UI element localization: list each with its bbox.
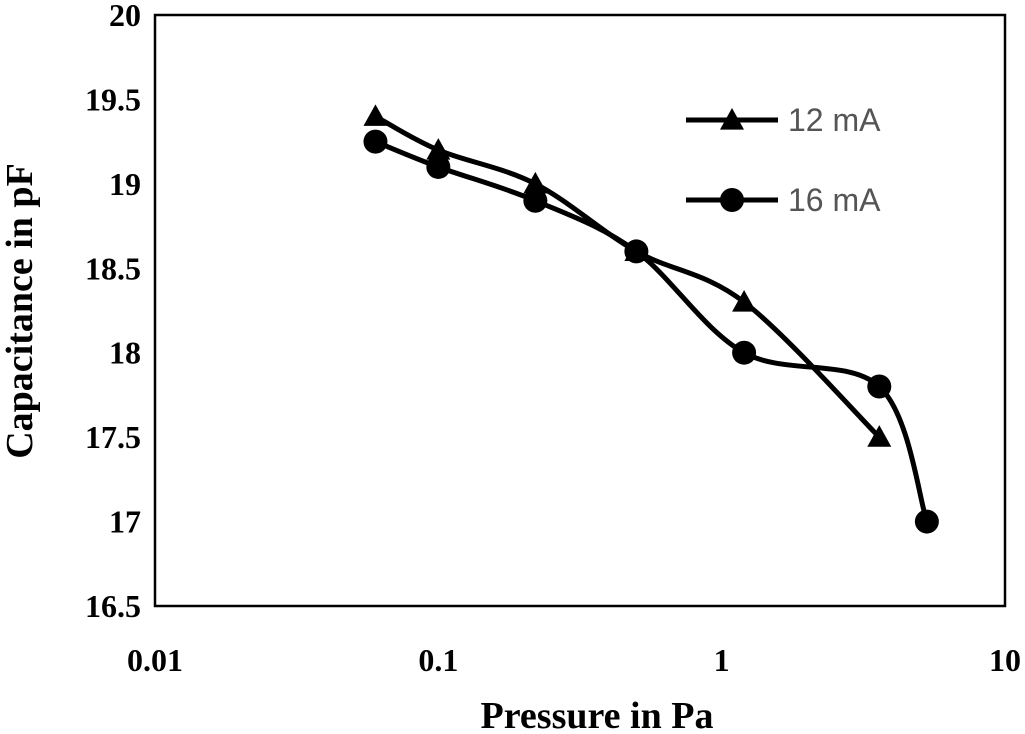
y-axis-ticks: 16.5 17 17.5 18 18.5 19 19.5 20	[85, 0, 141, 624]
x-axis-title: Pressure in Pa	[481, 695, 714, 734]
x-tick-label: 0.01	[127, 642, 183, 678]
y-tick-label: 17	[109, 504, 141, 540]
triangle-marker	[523, 171, 548, 194]
y-tick-label: 18	[109, 335, 141, 371]
series-line	[372, 113, 882, 440]
y-tick-label: 19	[109, 166, 141, 202]
circle-marker	[363, 129, 388, 154]
circle-marker	[914, 509, 939, 534]
series-layer	[363, 104, 939, 534]
triangle-marker	[363, 104, 388, 126]
x-tick-label: 10	[989, 642, 1021, 678]
circle-marker	[867, 374, 892, 399]
x-axis-ticks: 0.01 0.1 1 10	[127, 642, 1021, 678]
x-tick-label: 0.1	[418, 642, 458, 678]
series-circle	[363, 129, 939, 534]
legend-label: 12 mA	[788, 102, 881, 138]
triangle-marker	[732, 290, 757, 312]
circle-marker	[732, 340, 757, 365]
y-axis-title: Capacitance in pF	[0, 163, 41, 459]
circle-marker	[624, 239, 649, 264]
legend: 12 mA 16 mA	[686, 102, 881, 218]
series-triangle	[363, 104, 892, 447]
y-tick-label: 20	[109, 0, 141, 33]
y-tick-label: 19.5	[85, 81, 141, 117]
legend-item: 16 mA	[686, 182, 881, 218]
legend-item: 12 mA	[686, 102, 881, 138]
y-tick-label: 16.5	[85, 588, 141, 624]
y-tick-label: 17.5	[85, 419, 141, 455]
y-tick-label: 18.5	[85, 250, 141, 286]
legend-label: 16 mA	[788, 182, 881, 218]
triangle-marker	[426, 138, 451, 160]
x-tick-label: 1	[714, 642, 730, 678]
legend-triangle-marker	[720, 108, 744, 130]
triangle-marker	[867, 425, 892, 447]
circle-marker	[523, 188, 548, 213]
plot-area	[153, 13, 1007, 608]
legend-circle-marker	[720, 188, 744, 212]
circle-marker	[426, 154, 451, 179]
